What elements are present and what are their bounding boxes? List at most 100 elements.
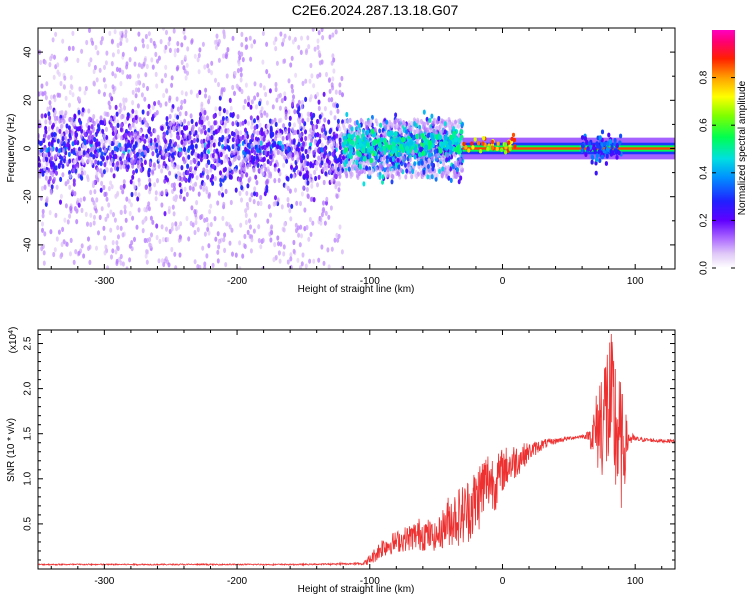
spectrogram-cell xyxy=(77,250,81,256)
spectrogram-cell xyxy=(102,142,106,148)
spectrogram-cell xyxy=(62,148,66,154)
spectrogram-cell xyxy=(222,167,226,173)
spectrogram-cell xyxy=(443,121,447,127)
spectrogram-cell xyxy=(53,97,57,103)
spectrogram-cell xyxy=(338,173,342,179)
x-tick-label: 0 xyxy=(500,576,506,587)
spectrogram-cell xyxy=(304,96,308,102)
spectrogram-cell xyxy=(607,132,611,138)
spectrogram-cell xyxy=(209,146,213,152)
spectrogram-cell xyxy=(168,36,172,42)
spectrogram-cell xyxy=(94,208,98,214)
spectrogram-cell xyxy=(216,162,220,168)
spectrogram-cell xyxy=(437,115,441,122)
spectrogram-cell xyxy=(103,91,106,97)
spectrogram-cell xyxy=(317,147,320,154)
spectrogram-cell xyxy=(212,113,216,119)
spectrogram-cell xyxy=(216,258,220,264)
spectrogram-cell xyxy=(256,147,259,153)
spectrogram-cell xyxy=(103,138,107,144)
spectrogram-cell xyxy=(242,104,246,111)
spectrogram-cell xyxy=(83,132,87,138)
spectrogram-cell xyxy=(378,128,382,134)
spectrogram-cell xyxy=(454,119,457,125)
spectrogram-cell xyxy=(79,120,83,126)
spectrogram-cell xyxy=(160,258,164,264)
spectrogram-cell xyxy=(197,69,201,75)
spectrogram-cell xyxy=(95,245,98,251)
spectrogram-cell xyxy=(111,161,115,167)
spectrogram-cell xyxy=(125,266,129,269)
spectrogram-cell xyxy=(364,121,368,127)
spectrogram-cell xyxy=(354,164,357,170)
spectrogram-cell xyxy=(51,161,55,167)
spectrogram-cell xyxy=(276,132,280,138)
spectrogram-cell xyxy=(312,125,316,131)
spectrogram-cell xyxy=(316,142,319,148)
spectrogram-cell xyxy=(284,111,288,117)
spectrogram-cell xyxy=(233,168,237,174)
spectrogram-cell xyxy=(187,236,191,242)
spectrogram-cell xyxy=(75,126,79,132)
spectrogram-cell xyxy=(332,141,336,147)
spectrogram-cell xyxy=(119,164,123,170)
spectrogram-cell xyxy=(194,121,198,127)
spectrogram-cell xyxy=(223,158,227,164)
spectrogram-cell xyxy=(253,118,256,124)
spectrogram-cell xyxy=(38,162,41,168)
spectrogram-cell xyxy=(101,155,105,162)
spectrogram-cell xyxy=(193,53,197,59)
spectrogram-cell xyxy=(283,33,287,39)
spectrogram-cell xyxy=(300,146,304,152)
spectrogram-cell xyxy=(234,128,238,134)
spectrogram-cell xyxy=(105,111,109,117)
spectrogram-cell xyxy=(236,121,240,127)
spectrogram-cell xyxy=(77,155,81,161)
spectrogram-cell xyxy=(199,172,203,178)
spectrogram-cell xyxy=(243,98,247,104)
spectrogram-cell xyxy=(88,259,92,265)
spectrogram-cell xyxy=(143,138,147,144)
colorbar-label: Normalized spectral amplitude xyxy=(737,80,748,215)
spectrogram-cell xyxy=(214,77,217,83)
spectrogram-cell xyxy=(309,111,313,118)
spectrogram-cell xyxy=(59,176,63,182)
spectrogram-cell xyxy=(293,122,296,128)
spectrogram-cell xyxy=(142,145,146,151)
spectrogram-cell xyxy=(212,142,216,148)
spectrogram-cell xyxy=(135,136,139,142)
spectrogram-cell xyxy=(435,125,439,131)
spectrogram-cell xyxy=(49,189,53,196)
spectrogram-cell xyxy=(278,105,282,111)
spectrogram-cell xyxy=(205,115,209,121)
spectrogram-cell xyxy=(193,229,197,236)
spectrogram-cell xyxy=(92,220,96,226)
spectrogram-cell xyxy=(103,64,106,70)
spectrogram-cell xyxy=(308,148,311,154)
spectrogram-cell xyxy=(225,109,229,115)
spectrogram-cell xyxy=(207,68,211,74)
spectrogram-cell xyxy=(95,151,99,157)
spectrogram-cell xyxy=(314,147,318,153)
spectrogram-cell xyxy=(148,186,152,192)
spectrogram-cell xyxy=(193,169,197,175)
spectrogram-cell xyxy=(77,202,81,208)
spectrogram-cell xyxy=(249,139,253,145)
spectrogram-cell xyxy=(292,167,296,173)
spectrogram-cell xyxy=(338,137,342,143)
spectrogram-cell xyxy=(129,202,133,208)
spectrogram-cell xyxy=(144,184,148,191)
spectrogram-cell xyxy=(140,162,144,168)
spectrogram-cell xyxy=(62,118,66,124)
spectrogram-cell xyxy=(122,97,126,103)
spectrogram-cell xyxy=(50,94,53,100)
spectrogram-cell xyxy=(92,114,96,120)
spectrogram-cell xyxy=(146,147,150,154)
spectrogram-cell xyxy=(311,150,315,156)
spectrogram-cell xyxy=(336,123,340,129)
spectrogram-cell xyxy=(148,177,152,183)
spectrogram-cell xyxy=(206,174,210,180)
spectrogram-cell xyxy=(224,188,228,194)
spectrogram-cell xyxy=(286,153,290,159)
spectrogram-cell xyxy=(436,161,440,168)
